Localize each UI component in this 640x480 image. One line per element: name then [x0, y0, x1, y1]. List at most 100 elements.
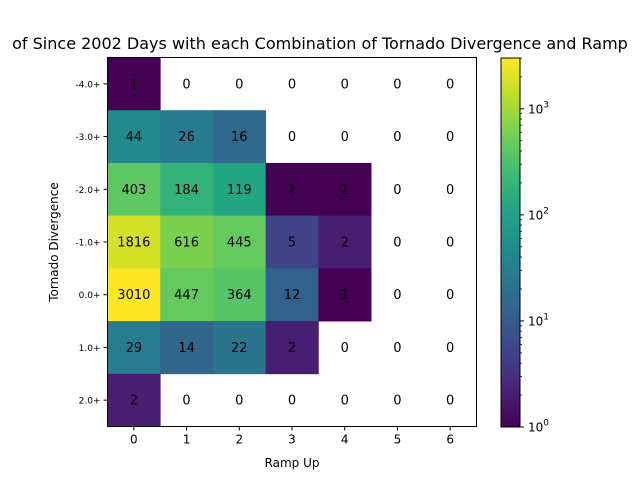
cell-value-label: 0 [446, 183, 454, 198]
heatmap-cell [212, 321, 267, 375]
heatmap-cells [107, 57, 372, 427]
colorbar-tick-label: 101 [528, 312, 549, 328]
cell-value-label: 0 [235, 77, 243, 92]
cell-value-label: 5 [288, 236, 296, 251]
colorbar-frame [500, 57, 521, 428]
heatmap-cell [318, 162, 372, 217]
heatmap-cell [107, 215, 161, 269]
cell-value-label: 0 [393, 130, 401, 145]
cell-value-label: 3010 [117, 288, 150, 303]
cell-value-label: 16 [231, 130, 248, 145]
cell-value-label: 0 [446, 394, 454, 409]
x-tick-label: 1 [183, 433, 191, 447]
cell-value-label: 2 [341, 236, 349, 251]
cell-value-label: 0 [393, 236, 401, 251]
colorbar-tick-label: 103 [528, 100, 549, 116]
cell-value-label: 0 [393, 341, 401, 356]
cell-value-label: 14 [178, 341, 195, 356]
cell-value-label: 0 [288, 130, 296, 145]
colorbar-tick-label: 100 [528, 419, 549, 435]
cell-value-label: 0 [288, 77, 296, 92]
cell-value-label: 0 [446, 236, 454, 251]
heatmap-cell [160, 268, 214, 322]
heatmap-cell [107, 162, 161, 217]
cell-value-label: 0 [393, 288, 401, 303]
heatmap-cell [160, 110, 214, 164]
y-tick-label: 0.0+ [79, 291, 101, 301]
cell-value-label: 2 [130, 394, 138, 409]
cell-value-label: 1 [341, 183, 349, 198]
heatmap-cell [212, 268, 267, 322]
x-tick-label: 5 [394, 433, 402, 447]
heatmap-cell [160, 321, 214, 375]
colorbar-ticks: 100 101 102 103 [520, 57, 549, 435]
cell-value-label: 403 [121, 183, 146, 198]
heatmap-cell [318, 268, 372, 322]
y-tick-label: 2.0+ [79, 397, 101, 407]
colorbar: 100 101 102 103 [500, 57, 549, 435]
heatmap-cell [265, 321, 319, 375]
heatmap-cell [212, 215, 267, 269]
cell-value-label: 364 [227, 288, 252, 303]
cell-value-label: 1 [341, 288, 349, 303]
chart-title: of Since 2002 Days with each Combination… [12, 34, 628, 53]
heatmap-cell [107, 57, 161, 111]
cell-value-label: 0 [182, 77, 190, 92]
x-tick-label: 3 [288, 433, 296, 447]
heatmap-cell [265, 162, 319, 217]
y-axis-label: Tornado Divergence [47, 182, 61, 302]
x-tick-label: 6 [446, 433, 454, 447]
cell-value-label: 22 [231, 341, 248, 356]
cell-value-label: 1 [130, 77, 138, 92]
cell-value-label: 0 [393, 183, 401, 198]
x-tick-label: 0 [130, 433, 138, 447]
y-tick-label: -3.0+ [75, 133, 100, 143]
x-axis-label: Ramp Up [265, 456, 320, 470]
cell-value-label: 184 [174, 183, 199, 198]
cell-value-label: 445 [227, 236, 252, 251]
cell-value-label: 0 [341, 341, 349, 356]
heatmap-cell [107, 268, 161, 322]
y-tick-label: -2.0+ [75, 186, 100, 196]
y-tick-label: -4.0+ [75, 80, 100, 90]
cell-value-label: 0 [341, 394, 349, 409]
heatmap-cell [107, 110, 161, 164]
cell-value-label: 0 [341, 130, 349, 145]
x-tick-label: 2 [235, 433, 243, 447]
colorbar-gradient [501, 58, 520, 427]
heatmap-cell [160, 215, 214, 269]
heatmap-cell [212, 162, 267, 217]
heatmap-cell [265, 215, 319, 269]
cell-value-label: 0 [288, 394, 296, 409]
cell-value-label: 0 [393, 394, 401, 409]
cell-value-label: 0 [446, 288, 454, 303]
cell-value-label: 616 [174, 236, 199, 251]
colorbar-tick-label: 102 [528, 206, 549, 222]
y-tick-label: -1.0+ [75, 239, 100, 249]
cell-value-label: 1 [288, 183, 296, 198]
heatmap-cell [265, 268, 319, 322]
heatmap-cell [107, 321, 161, 375]
x-axis-ticks: 0 1 2 3 4 5 6 [130, 426, 454, 447]
cell-value-label: 44 [126, 130, 143, 145]
cell-value-label: 447 [174, 288, 199, 303]
cell-value-label: 29 [126, 341, 143, 356]
heatmap-cell-labels: 1 0 0 0 0 0 0 44 26 16 0 0 0 0 403 184 119 1 1 0 0 1816 616 445… [117, 77, 454, 408]
cell-value-label: 0 [341, 77, 349, 92]
heatmap-cell [107, 373, 161, 427]
cell-value-label: 0 [182, 394, 190, 409]
y-tick-label: 1.0+ [79, 344, 101, 354]
cell-value-label: 2 [288, 341, 296, 356]
heatmap-cell [160, 162, 214, 217]
cell-value-label: 12 [284, 288, 301, 303]
x-tick-label: 4 [341, 433, 349, 447]
heatmap-cell [318, 215, 372, 269]
cell-value-label: 1816 [117, 236, 150, 251]
cell-value-label: 0 [446, 130, 454, 145]
cell-value-label: 0 [446, 77, 454, 92]
cell-value-label: 119 [227, 183, 252, 198]
heatmap-cell [212, 110, 267, 164]
y-axis-ticks: -4.0+ -3.0+ -2.0+ -1.0+ 0.0+ 1.0+ 2.0+ [75, 80, 108, 407]
cell-value-label: 26 [178, 130, 195, 145]
